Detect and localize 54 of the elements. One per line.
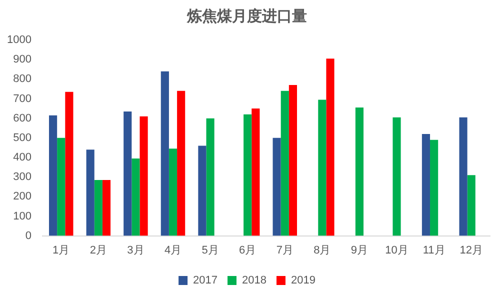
bar xyxy=(430,140,438,236)
x-tick-label: 11月 xyxy=(422,244,446,256)
y-tick-label: 0 xyxy=(25,230,32,242)
bar xyxy=(280,90,289,236)
y-tick-label: 100 xyxy=(13,210,32,222)
y-tick-label: 800 xyxy=(13,73,32,86)
y-tick-label: 300 xyxy=(13,171,32,184)
bar xyxy=(326,58,334,236)
bar xyxy=(132,158,140,236)
bar xyxy=(244,114,252,236)
x-tick-label: 1月 xyxy=(52,244,70,256)
bar xyxy=(65,92,74,236)
bar xyxy=(86,150,94,236)
bar xyxy=(272,138,281,236)
bar xyxy=(355,108,364,236)
bar xyxy=(252,108,260,236)
bar xyxy=(160,71,169,236)
legend-label: 2018 xyxy=(242,274,266,287)
x-tick-label: 4月 xyxy=(164,244,182,256)
x-tick-label: 7月 xyxy=(276,244,294,256)
x-tick-label: 12月 xyxy=(460,244,483,256)
y-tick-label: 700 xyxy=(13,92,32,105)
x-tick-label: 8月 xyxy=(314,244,331,256)
legend-label: 2017 xyxy=(193,274,218,287)
bar xyxy=(140,116,148,236)
bar xyxy=(168,148,178,236)
bar xyxy=(198,146,206,236)
y-tick-label: 900 xyxy=(13,54,32,66)
y-tick-label: 1000 xyxy=(6,34,32,46)
bar xyxy=(422,134,430,236)
legend-label: 2019 xyxy=(290,274,316,287)
bar xyxy=(318,100,326,236)
bar xyxy=(288,85,298,236)
x-tick-label: 5月 xyxy=(202,244,219,256)
x-tick-label: 10月 xyxy=(385,244,408,256)
x-tick-label: 9月 xyxy=(350,244,368,256)
y-tick-label: 500 xyxy=(13,132,32,144)
bar xyxy=(206,118,214,236)
y-tick-label: 200 xyxy=(13,190,32,203)
bar xyxy=(124,111,132,236)
bar xyxy=(392,117,401,236)
bar xyxy=(57,138,66,236)
bar xyxy=(102,180,111,236)
chart-title: 炼焦煤月度进口量 xyxy=(186,6,307,25)
bar xyxy=(459,117,468,236)
x-tick-label: 6月 xyxy=(239,244,256,256)
y-tick-label: 600 xyxy=(13,112,32,124)
bar xyxy=(48,115,58,236)
x-tick-label: 3月 xyxy=(127,244,144,256)
bar xyxy=(177,90,186,236)
bar xyxy=(467,175,476,236)
y-tick-label: 400 xyxy=(13,152,32,164)
bar xyxy=(94,180,102,236)
x-tick-label: 2月 xyxy=(90,244,107,256)
